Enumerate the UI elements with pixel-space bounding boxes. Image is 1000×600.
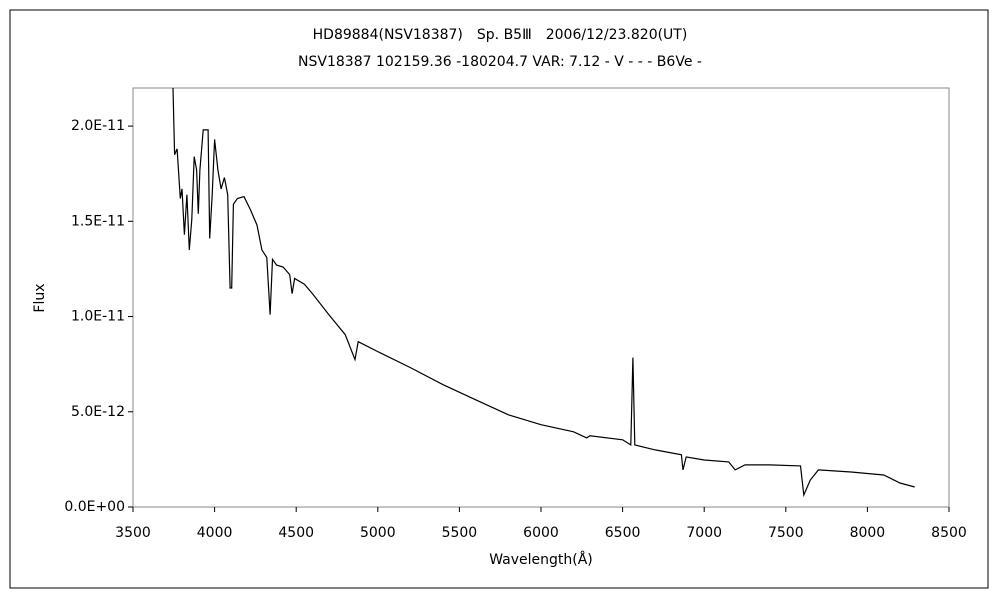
x-tick-label: 7500 [768, 525, 804, 541]
x-tick-label: 3500 [115, 525, 151, 541]
chart-title: HD89884(NSV18387) Sp. B5Ⅲ 2006/12/23.820… [313, 27, 688, 43]
x-tick-label: 5500 [442, 525, 478, 541]
x-tick-label: 5000 [360, 525, 396, 541]
x-tick-label: 7000 [686, 525, 722, 541]
y-axis-label: Flux [32, 283, 48, 312]
chart-subtitle: NSV18387 102159.36 -180204.7 VAR: 7.12 -… [298, 54, 702, 70]
x-tick-label: 8500 [931, 525, 967, 541]
y-tick-label: 1.0E-11 [71, 309, 125, 325]
spectrum-line [172, 87, 915, 498]
x-tick-label: 8000 [850, 525, 886, 541]
x-axis-label: Wavelength(Å) [489, 551, 593, 568]
x-tick-label: 4500 [278, 525, 314, 541]
y-tick-label: 1.5E-11 [71, 213, 125, 229]
x-tick-label: 6000 [523, 525, 559, 541]
y-tick-label: 2.0E-11 [71, 118, 125, 134]
y-tick-label: 5.0E-12 [71, 404, 125, 420]
x-tick-label: 6500 [605, 525, 641, 541]
y-tick-label: 0.0E+00 [64, 499, 125, 515]
plot-area [132, 87, 950, 508]
x-tick-label: 4000 [197, 525, 233, 541]
